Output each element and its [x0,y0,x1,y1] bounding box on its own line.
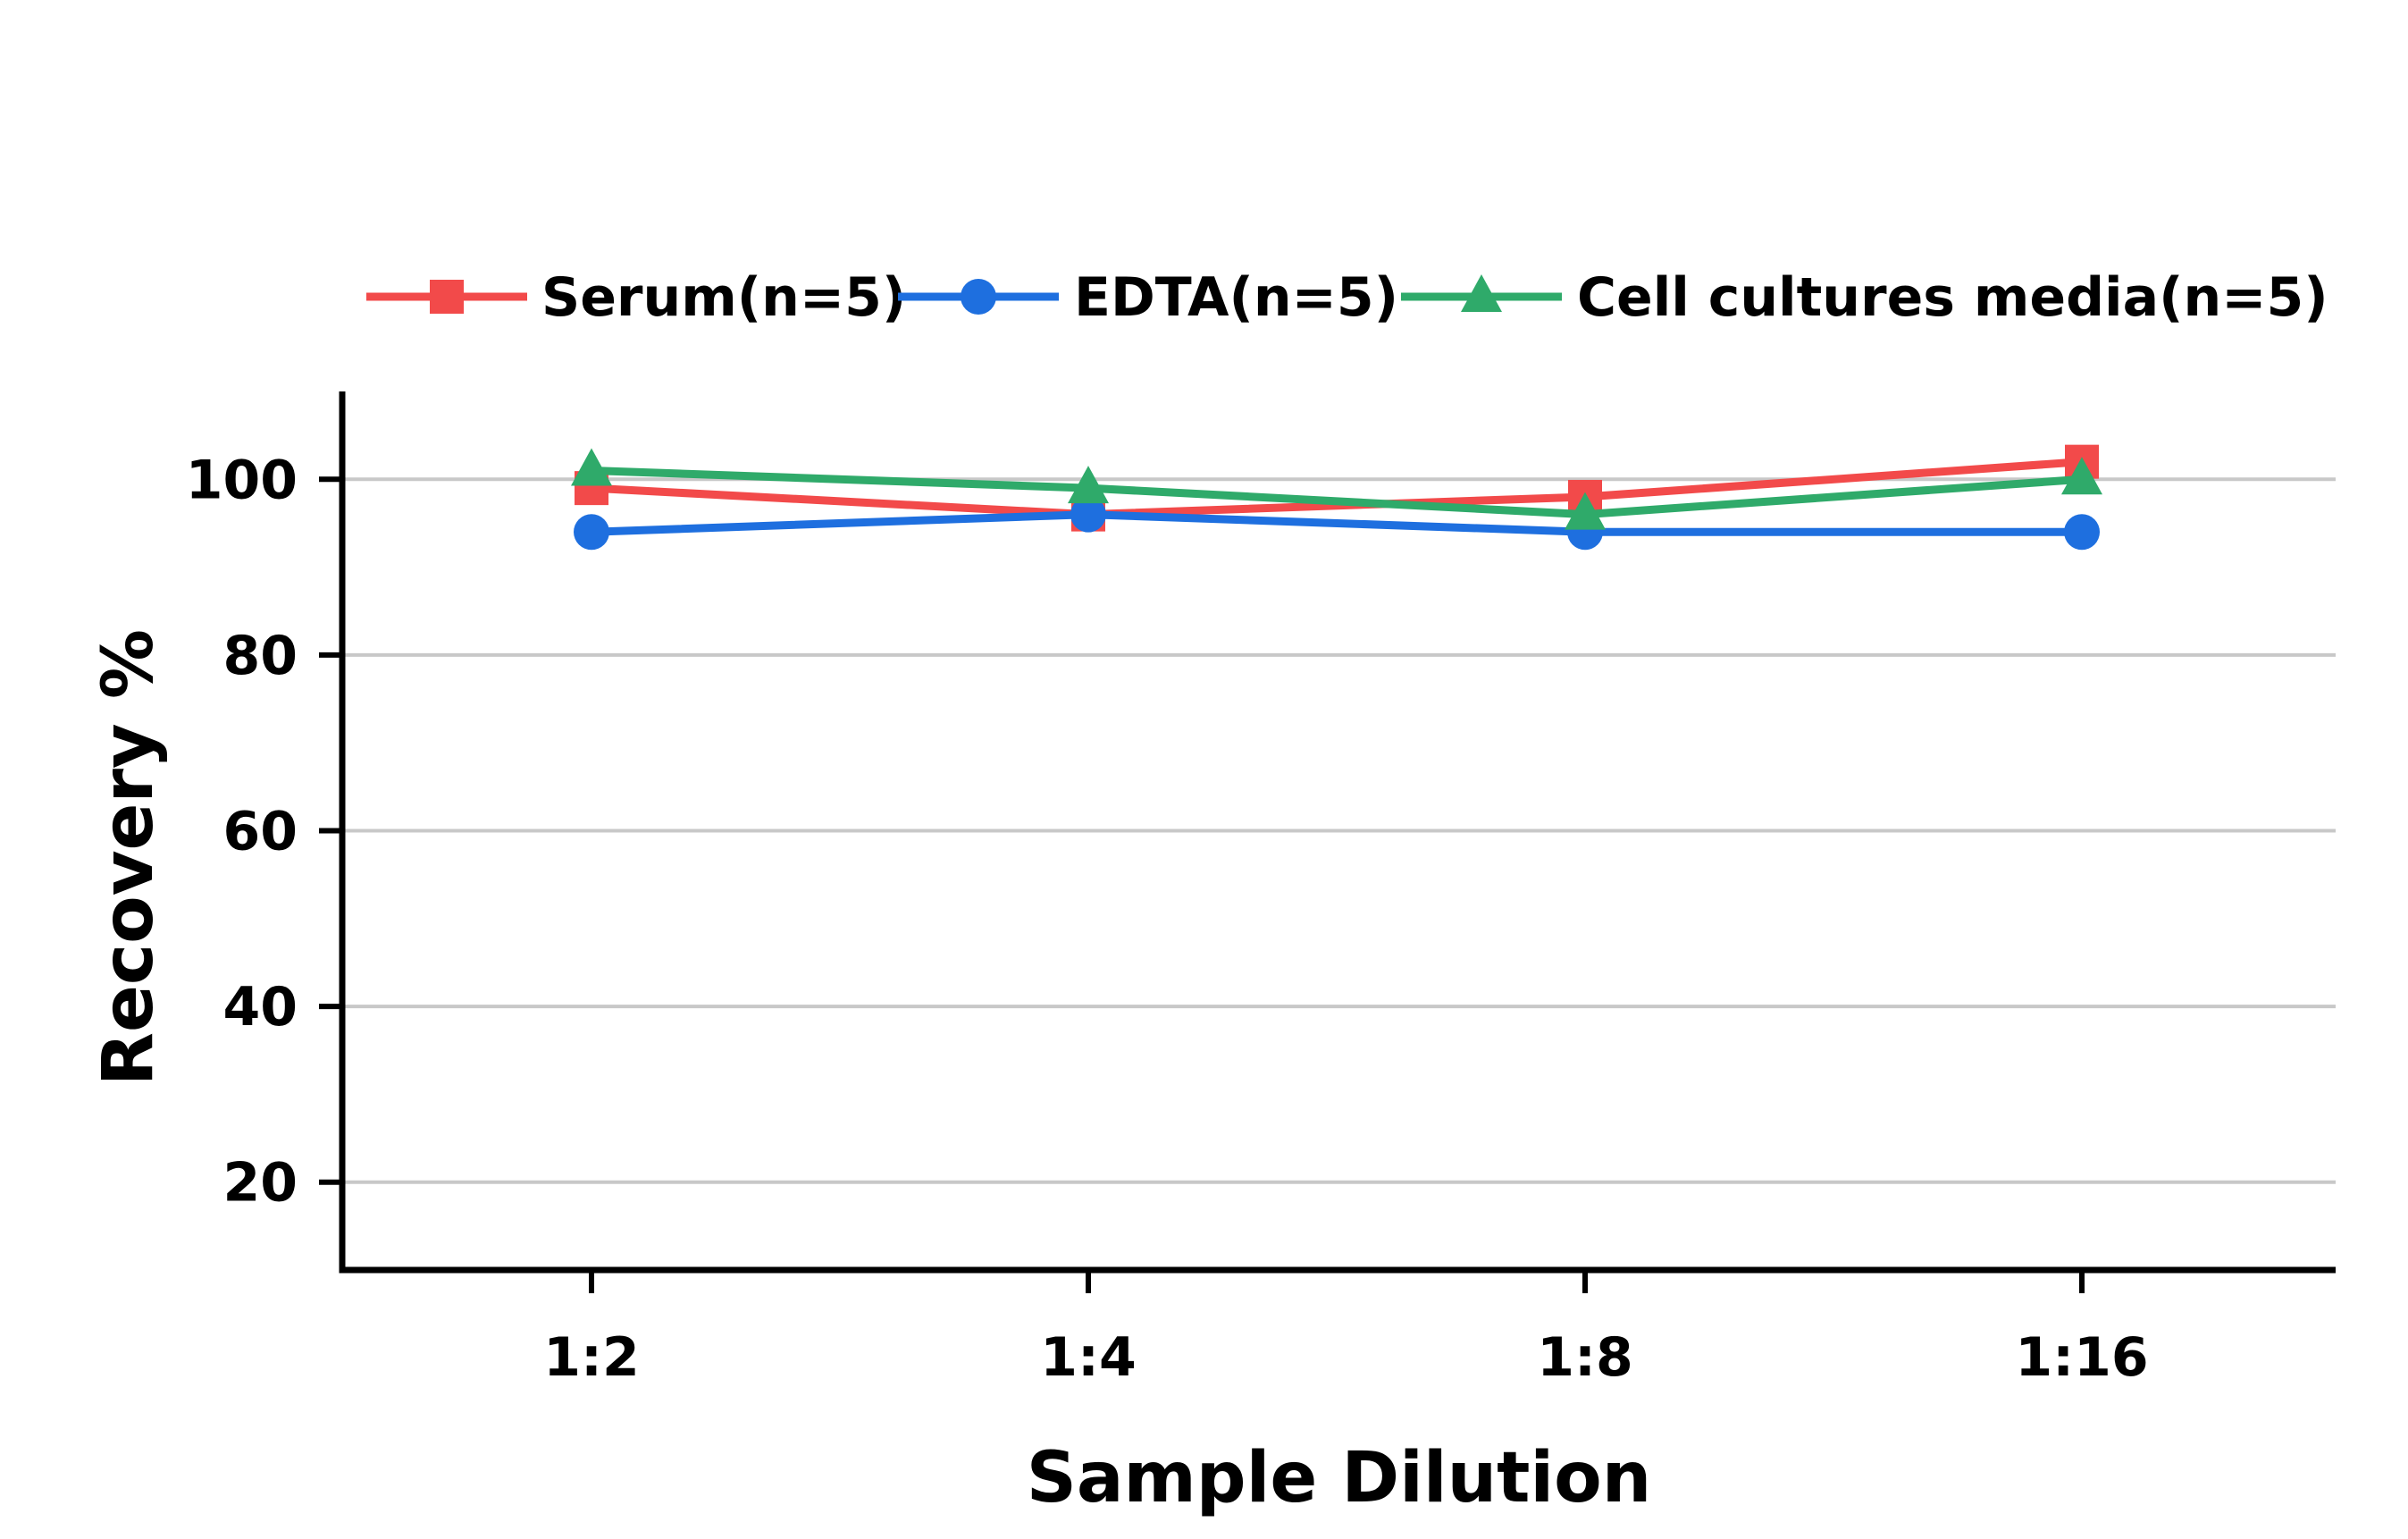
data-point [1565,492,1606,530]
x-tick-label: 1:8 [1537,1326,1633,1389]
data-point [2064,514,2100,551]
legend-item-1: Serum(n=5) [366,266,906,329]
y-tick-label: 60 [223,801,298,863]
series-line [591,466,2083,519]
series-3 [571,448,2102,530]
legend-label: Cell cultures media(n=5) [1577,266,2328,329]
ticks: 20 40 60 80 100 1:2 1:4 1:8 1:16 [186,449,2149,1389]
legend: Serum(n=5) EDTA(n=5) Cell cultures media(n… [366,266,2328,329]
legend-label: Serum(n=5) [541,266,906,329]
data-point [2061,457,2102,495]
series-1 [575,444,2099,532]
legend-marker [1461,274,1502,312]
data-point [571,448,612,486]
legend-item-3: Cell cultures media(n=5) [1401,266,2328,329]
series-line [591,458,2083,519]
x-axis-title: Sample Dilution [1027,1438,1652,1518]
series-lines [571,444,2102,551]
series-line [591,510,2082,536]
y-tick-label: 100 [186,449,298,511]
legend-marker [961,279,996,315]
y-tick-label: 80 [223,625,298,687]
y-tick-label: 40 [223,976,298,1039]
legend-label: EDTA(n=5) [1074,266,1398,329]
x-tick-label: 1:16 [2015,1326,2148,1389]
gridlines [342,477,2336,1184]
x-tick-label: 1:2 [543,1326,640,1389]
y-tick-label: 20 [223,1152,298,1215]
legend-marker [430,280,464,314]
legend-item-2: EDTA(n=5) [898,266,1398,329]
data-point [574,514,609,551]
y-axis-title: Recovery % [88,629,169,1086]
data-point [1068,466,1109,504]
x-tick-label: 1:4 [1040,1326,1137,1389]
data-point [1070,496,1106,533]
